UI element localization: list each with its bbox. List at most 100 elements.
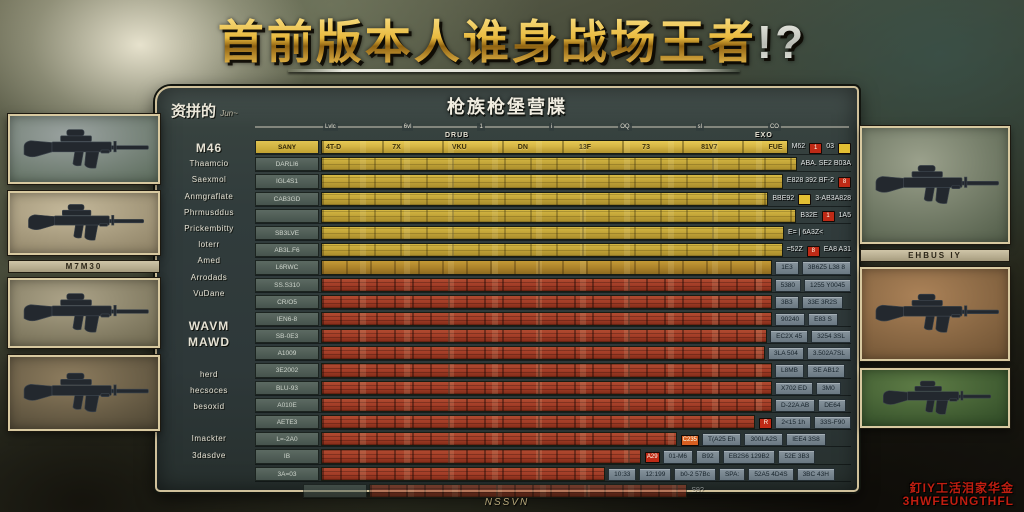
column-header-cell: 81V7	[701, 143, 718, 151]
weapon-name-label: 3dasdve	[192, 450, 226, 460]
column-header-cell: 13F	[579, 143, 592, 151]
stat-text: 3-AB3A828	[815, 194, 851, 202]
weapon-thumbnail	[859, 367, 1011, 429]
column-header-cell: 73	[642, 143, 650, 151]
stat-bar	[321, 208, 797, 223]
axis-tick: 6vl	[401, 123, 414, 131]
stat-bar	[368, 483, 688, 498]
column-header-cell: DN	[517, 143, 528, 151]
table-row: IB A29 01-M6 B92 EB2S6 129B2 52E 3B3	[255, 449, 851, 465]
row-label-cell: IB	[255, 449, 319, 464]
stat-bar	[321, 329, 768, 344]
table-row: SB-0E3 EC2X 45 3254 3SL	[255, 329, 851, 345]
weapon-name-label: Thaamcio	[189, 159, 229, 169]
panel-title: 枪族枪堡营牒	[447, 97, 567, 117]
bar-texture	[322, 278, 771, 291]
weapon-thumbnail	[7, 113, 161, 185]
weapon-name-label: Anmgraflate	[184, 191, 234, 201]
rifle-icon	[868, 275, 1002, 352]
value-cell: 5380	[774, 278, 802, 292]
axis-tick: sl	[695, 123, 704, 131]
bar-texture	[322, 416, 755, 429]
weapon-thumbnail	[859, 266, 1011, 362]
table-row: BLU-93 X702 ED 3M0	[255, 380, 851, 396]
bar-texture	[322, 381, 772, 394]
stat-text: E= | 6A3Z<	[787, 228, 824, 236]
row-label-cell: L=-2A0	[255, 432, 319, 447]
value-cell: SPA:	[718, 467, 746, 481]
stat-text: S9?	[691, 486, 704, 494]
stat-text: E828 392 BF-2	[786, 177, 834, 185]
row-label-cell: A010E	[255, 397, 319, 412]
weapon-name-label: Phrmusddus	[184, 207, 234, 217]
bar-texture	[322, 261, 772, 274]
row-label-cell: SS.S310	[255, 277, 319, 292]
value-cell: E83 S	[808, 312, 838, 327]
stat-text: =52Z	[786, 246, 803, 254]
stat-bar	[321, 380, 773, 395]
table-row: IEN6-8 90240 E83 S	[255, 311, 851, 328]
panel-footer-text: NSSVN	[484, 497, 530, 508]
bar-texture	[322, 192, 768, 205]
table-row: B32E 1 1A5	[255, 208, 851, 224]
watermark-line2: 3HWFEUNGTHFL	[902, 494, 1014, 508]
table-row: A010E D-22A AB DE64	[255, 397, 851, 413]
table-row: DARLI6 ABA. SE2 B03A	[255, 157, 851, 173]
stat-chip: A29	[644, 451, 660, 463]
weapon-thumbnail-caption: M7M30	[8, 260, 160, 273]
value-cell: D-22A AB	[775, 398, 816, 412]
column-header-cell: 4T-D	[326, 143, 342, 151]
table-row: CAB3GD BBE92 3-AB3A828	[255, 191, 851, 207]
stat-bar	[321, 260, 773, 275]
row-label-cell: SB-0E3	[255, 329, 319, 344]
stat-bar	[321, 277, 772, 292]
stat-chip	[798, 194, 812, 206]
table-row: A1009 3LA 504 3.502A7SL	[255, 346, 851, 362]
bar-texture	[322, 158, 796, 171]
row-label-cell	[302, 483, 367, 498]
axis-label-drub: DRUB	[445, 132, 470, 139]
stat-text: ABA. SE2 B03A	[800, 160, 851, 168]
bar-texture	[369, 484, 687, 497]
bar-texture	[322, 330, 767, 343]
value-cell: 3.502A7SL	[806, 347, 851, 361]
stat-text: EA8 A31	[823, 246, 851, 254]
weapon-name-label: besoxid	[193, 402, 225, 411]
value-cell: 90240	[775, 312, 806, 327]
weapon-thumbnail	[7, 354, 161, 432]
value-cell: T(A25 Eh	[702, 433, 742, 447]
weapon-name-label: Saexmol	[191, 175, 227, 185]
row-label-cell	[255, 208, 319, 223]
stat-chip	[838, 142, 851, 154]
row-label-cell: L6RWC	[255, 260, 319, 275]
value-cell: 300LA2S	[744, 433, 784, 447]
value-cell: L8MB	[775, 364, 805, 378]
weapon-name-label: Prickembitty	[184, 223, 234, 233]
value-cell: 3BC 43H	[796, 467, 835, 481]
stat-bar	[321, 174, 783, 189]
value-cell: 3LA 504	[767, 347, 804, 361]
bar-texture	[322, 209, 796, 222]
weapon-stats-panel: 枪族枪堡营牒 资拼的 Jun~ Lvlc 6vl 1 i OQ sl CO DRUB EXO…	[155, 86, 859, 508]
axis-tick: i	[548, 123, 555, 131]
value-cell: SE AB12	[807, 364, 846, 378]
bar-texture	[322, 244, 782, 257]
stat-bar	[321, 432, 677, 447]
table-row: SANY 4T-D 7X VKU DN 13F 73 81V7 FUE M62 1 03	[255, 140, 851, 156]
table-row: L6RWC 1E3 3B6Z5 L38 8	[255, 260, 851, 276]
value-cell: 01-M6	[662, 450, 694, 464]
rifle-icon	[16, 362, 152, 424]
value-cell: 33S-F90	[814, 416, 851, 430]
bar-texture	[322, 467, 605, 480]
rifle-icon	[868, 374, 1002, 422]
weapon-name-label	[165, 302, 253, 318]
weapon-name-label	[165, 415, 253, 431]
weapon-name-label: Amed	[197, 256, 221, 266]
title-text: 首前版本人谁身战场王者	[217, 16, 757, 68]
weapon-name-label: Arrodads	[190, 272, 228, 282]
value-cell: 3B6Z5 L38 8	[801, 261, 851, 275]
watermark: 釘IY工活泪家华金 3HWFEUNGTHFL	[903, 482, 1014, 508]
bar-texture	[322, 175, 782, 188]
stat-chip: 8	[806, 245, 820, 257]
